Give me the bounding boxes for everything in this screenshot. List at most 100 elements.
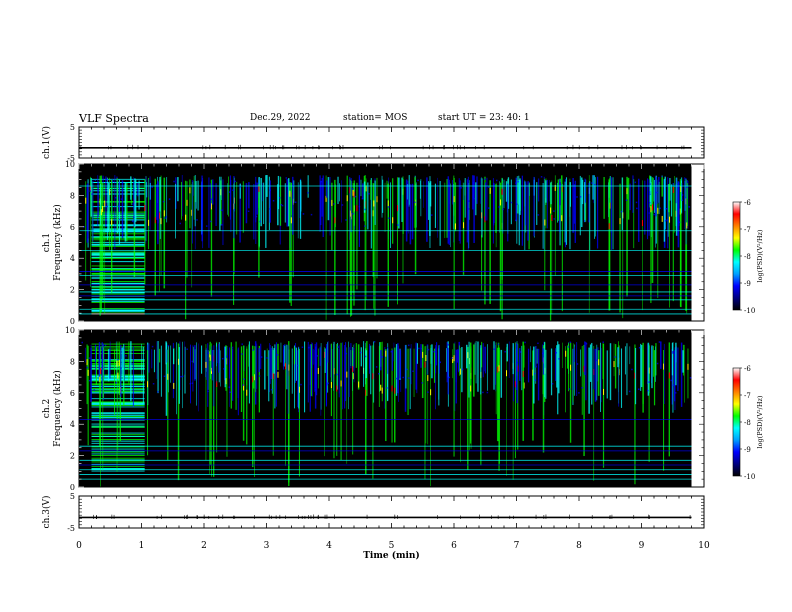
spectrogram-noise xyxy=(647,389,649,392)
spectrogram-panel-ch2: 0 2 4 6 8 10 -6 -7 -8 -9 -10 log(PSD)(V²/Hz) xyxy=(65,326,764,492)
spectrogram-noise xyxy=(519,351,522,353)
spectrogram-noise xyxy=(460,187,462,189)
spectrogram-noise xyxy=(672,182,675,185)
spectrogram-noise xyxy=(112,180,114,183)
spectrogram-noise xyxy=(210,220,212,223)
spectrogram-noise xyxy=(397,224,399,226)
spectrogram-noise xyxy=(207,390,209,393)
spectrogram-noise xyxy=(373,341,376,343)
spectrogram-noise xyxy=(579,196,582,198)
spectrogram-noise xyxy=(689,377,692,379)
spectrogram-noise xyxy=(378,372,380,375)
spectrogram-noise xyxy=(88,357,91,359)
spectrogram-noise xyxy=(486,391,489,394)
spectrogram-noise xyxy=(395,377,398,380)
spectrogram-noise xyxy=(239,185,241,188)
spectrogram-noise xyxy=(656,362,659,365)
spectrogram-noise xyxy=(125,355,127,357)
colorbar-label: log(PSD)(V²/Hz) xyxy=(756,229,764,282)
spectrogram-noise xyxy=(307,346,310,349)
spectrogram-noise xyxy=(266,357,268,359)
spectrogram-noise xyxy=(345,219,347,221)
spectrogram-noise xyxy=(517,180,519,183)
spectrogram-noise xyxy=(98,361,100,364)
spectrogram-noise xyxy=(510,201,513,204)
spectrogram-noise xyxy=(337,346,340,348)
spectrogram-noise xyxy=(664,220,667,222)
spectrogram-noise xyxy=(649,193,651,195)
spectrogram-noise xyxy=(497,343,500,346)
ylabel-ch1: ch.1(V) xyxy=(41,126,52,159)
spectrogram-noise xyxy=(163,375,166,378)
spectrogram-noise xyxy=(117,359,119,361)
spectrogram-noise xyxy=(120,198,123,200)
spectrogram-noise xyxy=(681,194,684,196)
spectrogram-noise xyxy=(117,205,120,207)
spectrogram-noise xyxy=(114,197,117,199)
spectrogram-noise xyxy=(591,182,593,184)
spectrogram-noise xyxy=(661,175,663,178)
spectrogram-noise xyxy=(336,373,338,376)
spectrogram-noise xyxy=(179,222,182,225)
spectrogram-noise xyxy=(232,189,234,191)
spectrogram-noise xyxy=(614,356,616,358)
spectrogram-noise xyxy=(363,225,366,227)
spectrogram-noise xyxy=(461,368,464,371)
xtick-label: 4 xyxy=(326,541,332,551)
spectrogram-noise xyxy=(272,199,275,202)
spectrogram-noise xyxy=(672,351,674,353)
colorbar-tick-label: -9 xyxy=(744,280,751,288)
spectrogram-noise xyxy=(241,343,243,345)
spectrogram-noise xyxy=(151,186,153,188)
ytick-label: 2 xyxy=(70,286,75,295)
spectrogram-noise xyxy=(181,375,184,378)
spectrogram-noise xyxy=(653,213,655,216)
spectrogram-noise xyxy=(418,347,420,350)
spectrogram-noise xyxy=(405,186,408,188)
spectrogram-noise xyxy=(258,375,261,377)
spectrogram-noise xyxy=(191,360,194,363)
date-label: Dec.29, 2022 xyxy=(250,113,311,123)
spectrogram-noise xyxy=(260,356,263,358)
colorbar-tick-label: -8 xyxy=(744,419,751,427)
spectrogram-noise xyxy=(255,215,258,218)
spectrogram-noise xyxy=(648,381,650,383)
spectrogram-noise xyxy=(636,207,638,210)
spectrogram-noise xyxy=(131,203,134,205)
ytick-label: -5 xyxy=(67,154,75,163)
spectrogram-noise xyxy=(364,355,367,358)
spectrogram-noise xyxy=(407,377,410,379)
spectrogram-noise xyxy=(269,208,271,210)
spectrogram-noise xyxy=(412,370,414,372)
spectrogram-noise xyxy=(602,341,604,343)
spectrogram-noise xyxy=(81,341,83,344)
spectrogram-noise xyxy=(514,219,517,222)
spectrogram-noise xyxy=(86,366,88,369)
spectrogram-noise xyxy=(93,389,95,391)
spectrogram-panel-ch1: 0 2 4 6 8 10 -6 -7 -8 -9 -10 log(PSD)(V²/Hz) xyxy=(65,160,764,326)
spectrogram-noise xyxy=(205,225,208,227)
spectrogram-noise xyxy=(447,344,450,346)
spectrogram-noise xyxy=(540,176,543,178)
spectrogram-noise xyxy=(498,206,500,208)
colorbar-tick-label: -10 xyxy=(744,307,755,315)
ytick-label: 6 xyxy=(70,223,75,232)
spectrogram-noise xyxy=(243,378,245,380)
spectrogram-noise xyxy=(631,368,633,371)
spectrogram-noise xyxy=(94,179,97,182)
spectrogram-noise xyxy=(386,387,388,389)
ylabel-ch3: ch.3(V) xyxy=(41,496,52,529)
xtick-label: 7 xyxy=(514,541,520,551)
spectrogram-noise xyxy=(301,346,304,349)
spectrogram-noise xyxy=(375,366,378,368)
spectrogram-noise xyxy=(281,204,284,207)
xtick-label: 3 xyxy=(264,541,270,551)
spectrogram-noise xyxy=(417,179,419,182)
spectrogram-noise xyxy=(634,181,637,184)
spectrogram-noise xyxy=(292,184,294,187)
spectrogram-noise xyxy=(559,183,562,186)
spectrogram-noise xyxy=(537,214,540,216)
colorbar-tick-label: -6 xyxy=(744,365,751,373)
spectrogram-noise xyxy=(659,207,661,209)
spectrogram-noise xyxy=(414,201,416,204)
